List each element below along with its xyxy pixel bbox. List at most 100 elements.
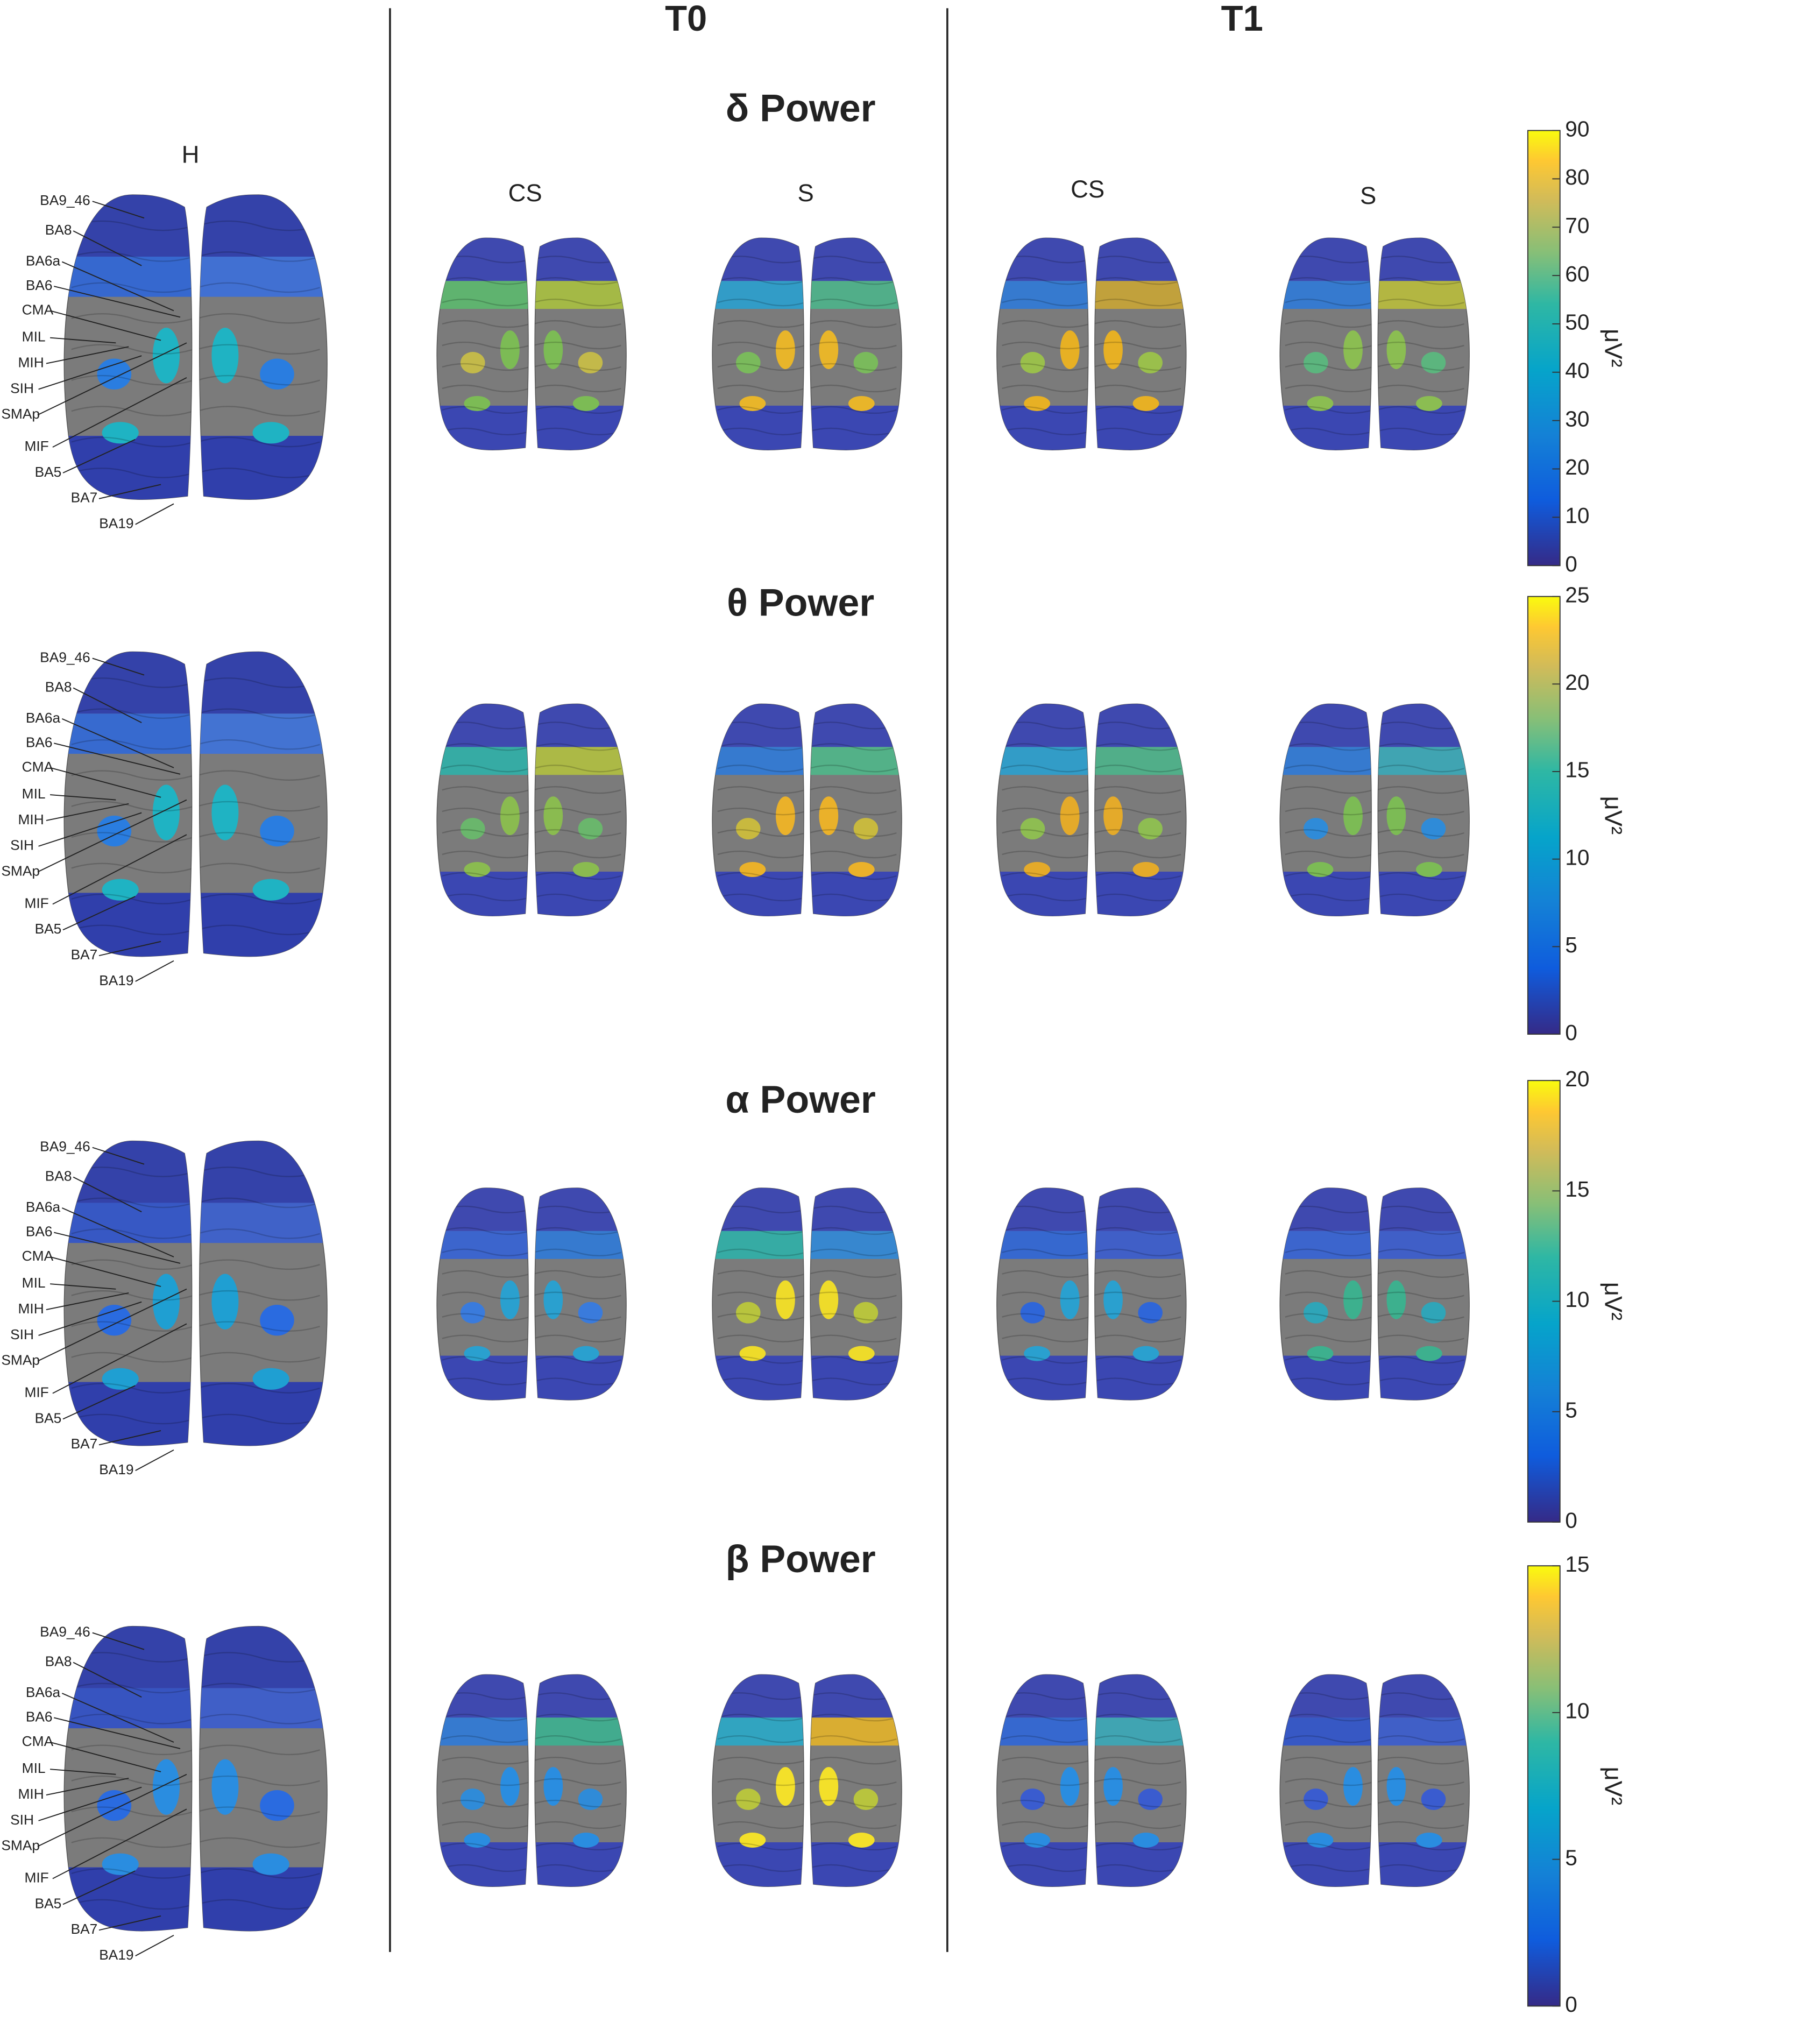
patch [712,872,804,916]
sulcus [535,807,621,816]
sulcus [535,872,621,880]
patch [464,862,491,878]
leader-line [37,1288,187,1362]
patch [578,818,603,840]
colorbar [1527,130,1561,567]
colorbar-tick-label: 15 [1565,1552,1589,1576]
patch [572,1833,599,1848]
sulcus [535,427,621,436]
sulcus [717,320,804,328]
patch [712,281,804,309]
patches [437,238,529,450]
sulcus [1378,1778,1464,1786]
colorbar-tick-label: 5 [1565,1397,1577,1422]
time-header: T0 [665,0,707,39]
patch [819,1280,839,1319]
patch [102,879,139,901]
sulcus [1094,1735,1181,1743]
patch [996,704,1088,747]
region-label: BA19 [99,1947,133,1963]
sulcus [1378,743,1464,751]
sulcus [1285,1248,1372,1257]
sulcus [535,829,621,837]
patch [1094,1674,1186,1718]
patch [1378,1187,1470,1231]
sulcus [71,770,192,781]
sulcus [1002,1735,1088,1743]
sulcus [199,1744,320,1756]
leader-line [52,834,187,905]
sulcus [442,298,529,307]
colorbar-tick-label: 5 [1565,932,1577,957]
sulcus [1378,384,1464,393]
patch [776,796,795,836]
patch [1378,1231,1470,1259]
brain [436,1187,627,1401]
sulcus [1094,786,1181,794]
patch [572,1346,599,1361]
patches [712,1674,804,1887]
sulcus [1378,765,1464,773]
sulcus [199,1413,320,1425]
region-label: BA8 [45,678,72,695]
leader-line [98,484,161,499]
colorbar-tick-label: 80 [1565,165,1589,189]
brain [63,1625,328,1932]
sulcus [199,1899,320,1910]
sulcus [1378,829,1464,837]
sulcus [717,786,804,794]
sulcus [71,1837,192,1848]
sulcus [71,708,192,719]
sulcus [1378,1377,1464,1385]
patch [1103,330,1123,370]
row-title: α Power [725,1078,875,1121]
sulcus [1285,384,1372,393]
sulcus [717,341,804,350]
sulcus [1094,829,1181,837]
sulcus [1002,1291,1088,1299]
patch [64,1203,192,1243]
sulcus [1002,765,1088,773]
sulcus [199,1383,320,1394]
patch [460,1788,485,1811]
sulcus [1094,1205,1181,1214]
patch [776,330,795,370]
sulcus [717,743,804,751]
region-label: BA7 [71,1436,98,1452]
sulcus [1002,320,1088,328]
leader-line [54,743,181,775]
patch [260,1304,294,1336]
sulcus [442,1799,529,1808]
patch [1280,747,1372,775]
colorbar-tick-label: 15 [1565,1177,1589,1201]
patch [1138,352,1163,374]
patch [1280,1187,1372,1231]
region-label: BA7 [71,946,98,963]
sulcus [1378,1356,1464,1364]
patch [1421,818,1446,840]
patch [1386,796,1406,836]
sulcus [199,677,320,688]
sulcus [1002,850,1088,859]
sulcus [442,406,529,414]
sulcus [1378,1735,1464,1743]
sulcus [535,722,621,730]
sulcus [535,1714,621,1722]
patch [1304,1302,1328,1324]
patch [543,1767,563,1806]
sulcus [199,251,320,262]
sulcus [1002,829,1088,837]
patch [996,1674,1088,1718]
sulcus [535,1821,621,1829]
leader-line [61,1693,174,1743]
sulcus [1285,1778,1372,1786]
region-label: BA6a [26,1684,61,1700]
patch [1378,405,1470,450]
sulcus [71,1775,192,1786]
sulcus [1285,850,1372,859]
sulcus [199,1197,320,1208]
patches [712,704,804,916]
sulcus [1094,1692,1181,1700]
patch [1103,1767,1123,1806]
sulcus [1002,298,1088,307]
